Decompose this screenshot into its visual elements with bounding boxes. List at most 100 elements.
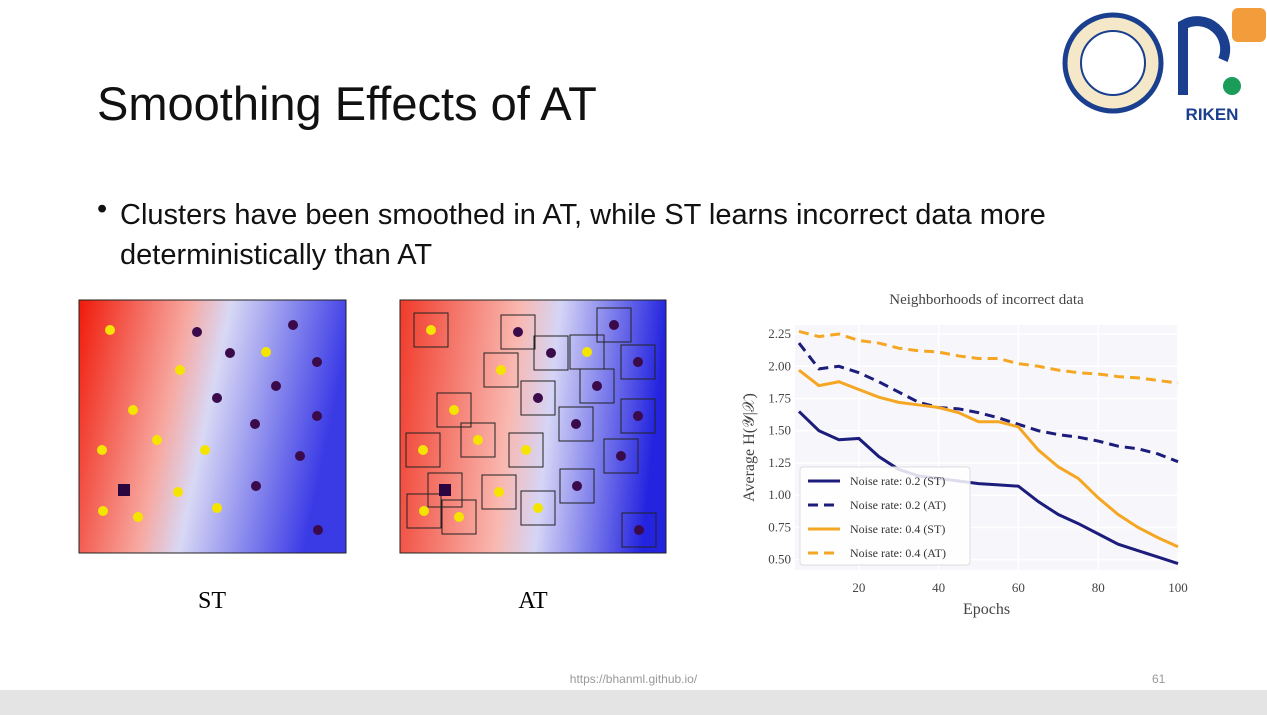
perturb-box [500, 314, 536, 350]
perturb-box [405, 432, 441, 468]
perturb-box [620, 398, 656, 434]
incorrect-point [439, 484, 451, 496]
legend-label: Noise rate: 0.4 (AT) [850, 546, 946, 560]
perturb-box [460, 422, 496, 458]
y-tick-label: 1.25 [768, 455, 791, 470]
riken-text: RIKEN [1186, 105, 1239, 124]
y-tick-label: 2.00 [768, 358, 791, 373]
bullet-dot: • [97, 193, 108, 225]
hkbu-logo-inner [1080, 30, 1146, 96]
series-line [798, 368, 1179, 549]
x-tick-label: 100 [1168, 580, 1188, 595]
caption: AT [518, 588, 548, 614]
slide-title: Smoothing Effects of AT [97, 77, 597, 130]
perturb-box [427, 472, 463, 508]
point [295, 451, 305, 461]
point [105, 325, 115, 335]
perturb-box [559, 468, 595, 504]
point [426, 325, 436, 335]
point [572, 481, 582, 491]
point [250, 419, 260, 429]
caption: ST [198, 588, 226, 614]
y-tick-label: 2.25 [768, 326, 791, 341]
point [582, 347, 592, 357]
point [609, 320, 619, 330]
point [200, 445, 210, 455]
x-tick-label: 60 [1012, 580, 1025, 595]
y-tick-label: 1.00 [768, 487, 791, 502]
y-tick-label: 0.75 [768, 519, 791, 534]
point [546, 348, 556, 358]
series-line [797, 410, 1179, 565]
perturb-box [483, 352, 519, 388]
point [473, 435, 483, 445]
point [225, 348, 235, 358]
legend-label: Noise rate: 0.2 (ST) [850, 474, 945, 488]
x-tick-label: 40 [932, 580, 945, 595]
point [261, 347, 271, 357]
perturb-box [596, 307, 632, 343]
point [212, 503, 222, 513]
x-tick-label: 80 [1092, 580, 1105, 595]
perturb-box [620, 344, 656, 380]
point [97, 445, 107, 455]
point [128, 405, 138, 415]
point [634, 525, 644, 535]
point [633, 357, 643, 367]
y-tick-label: 1.75 [768, 391, 791, 406]
point [312, 411, 322, 421]
bullet-text: Clusters have been smoothed in AT, while… [120, 199, 1046, 271]
point [173, 487, 183, 497]
perturb-box [436, 392, 472, 428]
point [571, 419, 581, 429]
perturb-box [481, 474, 517, 510]
st-heatmap [78, 299, 347, 554]
point [152, 435, 162, 445]
point [419, 506, 429, 516]
perturb-box [406, 493, 442, 529]
perturb-box [603, 438, 639, 474]
perturb-box [520, 380, 556, 416]
point [212, 393, 222, 403]
point [175, 365, 185, 375]
series-line [797, 342, 1179, 464]
point [418, 445, 428, 455]
x-axis-label: Epochs [963, 601, 1010, 618]
point [288, 320, 298, 330]
series-line [798, 329, 1179, 385]
perturb-box [520, 490, 556, 526]
point [633, 411, 643, 421]
y-tick-label: 0.50 [768, 552, 791, 567]
point [98, 506, 108, 516]
perturb-box [579, 368, 615, 404]
point [312, 357, 322, 367]
point [251, 481, 261, 491]
point [533, 393, 543, 403]
y-tick-label: 1.50 [768, 423, 791, 438]
point [513, 327, 523, 337]
point [616, 451, 626, 461]
riken-logo [1178, 16, 1231, 95]
y-axis-label: Average H(𝒴|𝒳) [741, 393, 758, 502]
perturb-box [508, 432, 544, 468]
point [449, 405, 459, 415]
point [192, 327, 202, 337]
legend-box [799, 466, 971, 566]
point [133, 512, 143, 522]
bottom-bar [0, 690, 1267, 715]
x-tick-label: 20 [852, 580, 865, 595]
riken-dot [1223, 77, 1241, 95]
page-number: 61 [1152, 672, 1166, 686]
point [496, 365, 506, 375]
legend-label: Noise rate: 0.4 (ST) [850, 522, 945, 536]
perturb-box [621, 512, 657, 548]
point [271, 381, 281, 391]
perturb-box [533, 335, 569, 371]
perturb-box [413, 312, 449, 348]
point [521, 445, 531, 455]
point [313, 525, 323, 535]
perturb-box [558, 406, 594, 442]
point [592, 381, 602, 391]
